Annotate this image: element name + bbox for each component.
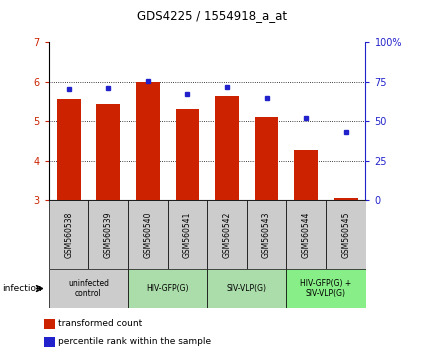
Bar bbox=[334, 198, 357, 200]
Bar bbox=[247, 200, 286, 269]
Bar bbox=[294, 150, 318, 200]
Bar bbox=[44, 319, 55, 329]
Text: GSM560543: GSM560543 bbox=[262, 211, 271, 258]
Text: GDS4225 / 1554918_a_at: GDS4225 / 1554918_a_at bbox=[137, 9, 288, 22]
Bar bbox=[207, 269, 286, 308]
Bar bbox=[49, 269, 128, 308]
Bar bbox=[286, 200, 326, 269]
Bar bbox=[215, 96, 239, 200]
Text: GSM560542: GSM560542 bbox=[222, 211, 232, 258]
Bar bbox=[128, 269, 207, 308]
Bar bbox=[128, 200, 167, 269]
Text: GSM560541: GSM560541 bbox=[183, 211, 192, 258]
Bar bbox=[167, 200, 207, 269]
Bar bbox=[49, 200, 88, 269]
Bar bbox=[207, 200, 247, 269]
Bar bbox=[88, 200, 128, 269]
Bar bbox=[57, 99, 80, 200]
Text: HIV-GFP(G) +
SIV-VLP(G): HIV-GFP(G) + SIV-VLP(G) bbox=[300, 279, 351, 298]
Bar bbox=[44, 337, 55, 347]
Text: transformed count: transformed count bbox=[58, 319, 142, 328]
Bar bbox=[136, 82, 160, 200]
Text: GSM560544: GSM560544 bbox=[302, 211, 311, 258]
Bar bbox=[286, 269, 366, 308]
Text: GSM560539: GSM560539 bbox=[104, 211, 113, 258]
Text: SIV-VLP(G): SIV-VLP(G) bbox=[227, 284, 267, 293]
Text: uninfected
control: uninfected control bbox=[68, 279, 109, 298]
Bar bbox=[255, 117, 278, 200]
Bar bbox=[176, 109, 199, 200]
Text: percentile rank within the sample: percentile rank within the sample bbox=[58, 337, 211, 347]
Bar bbox=[326, 200, 366, 269]
Text: GSM560540: GSM560540 bbox=[143, 211, 152, 258]
Text: GSM560538: GSM560538 bbox=[64, 211, 73, 258]
Text: GSM560545: GSM560545 bbox=[341, 211, 350, 258]
Bar bbox=[96, 103, 120, 200]
Text: infection: infection bbox=[2, 284, 42, 293]
Text: HIV-GFP(G): HIV-GFP(G) bbox=[146, 284, 189, 293]
